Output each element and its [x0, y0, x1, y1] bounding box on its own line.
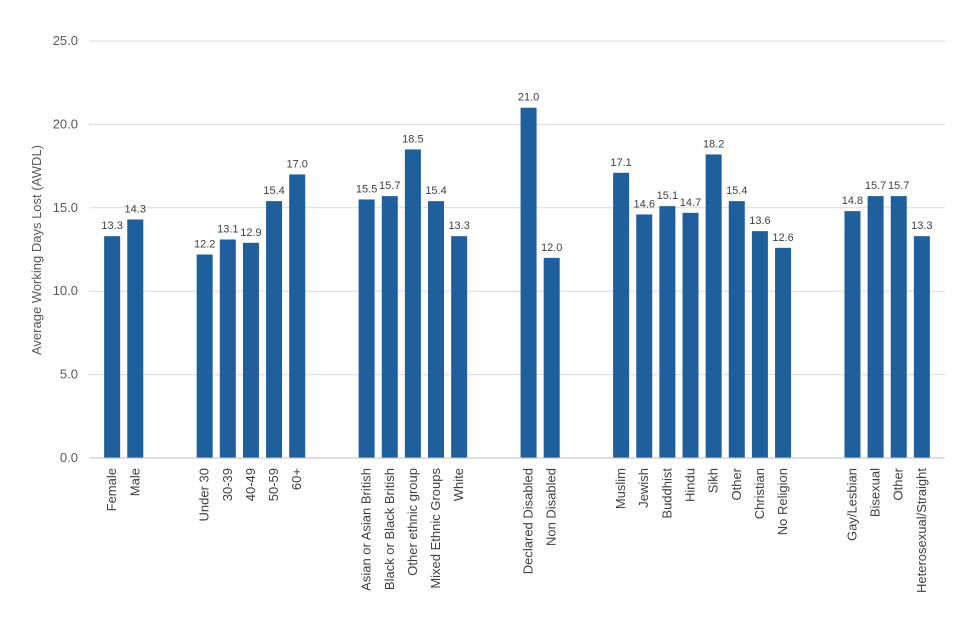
- bar: [404, 149, 421, 459]
- bar: [913, 236, 930, 458]
- category-label: Asian or Asian British: [359, 468, 374, 591]
- category-label: Mixed Ethnic Groups: [428, 468, 443, 589]
- category-label: White: [451, 468, 466, 501]
- bar: [728, 201, 745, 459]
- data-label: 18.5: [402, 133, 423, 145]
- category-label: Male: [127, 468, 142, 496]
- category-label: Christian: [752, 468, 767, 519]
- category-label: 40-49: [243, 468, 258, 501]
- data-label: 15.4: [263, 185, 284, 197]
- data-label: 12.9: [240, 227, 261, 239]
- bar: [636, 214, 653, 458]
- bar: [266, 201, 283, 459]
- y-tick-label: 10.0: [53, 283, 78, 298]
- y-tick-label: 0.0: [60, 450, 78, 465]
- bar: [242, 242, 259, 458]
- category-label: Non Disabled: [544, 468, 559, 546]
- category-label: Heterosexual/Straight: [914, 468, 929, 593]
- category-label: Bisexual: [868, 468, 883, 517]
- category-label: 50-59: [266, 468, 281, 501]
- data-label: 15.5: [356, 183, 377, 195]
- category-label: Other ethnic group: [405, 468, 420, 576]
- category-label: No Religion: [775, 468, 790, 535]
- bar: [219, 239, 236, 458]
- data-label: 21.0: [518, 92, 539, 104]
- bar: [196, 254, 213, 458]
- bar: [428, 201, 445, 459]
- data-label: 13.1: [217, 223, 238, 235]
- data-label: 15.4: [726, 185, 747, 197]
- bar: [289, 174, 306, 458]
- bar: [867, 196, 884, 458]
- data-label: 15.1: [657, 190, 678, 202]
- bar: [613, 172, 630, 458]
- category-label: Other: [891, 467, 906, 500]
- y-tick-label: 20.0: [53, 116, 78, 131]
- y-tick-label: 15.0: [53, 200, 78, 215]
- category-label: Jewish: [636, 468, 651, 508]
- category-label: 60+: [289, 468, 304, 490]
- data-label: 14.7: [680, 197, 701, 209]
- bar: [358, 199, 375, 458]
- category-label: Female: [104, 468, 119, 511]
- data-labels: 13.314.312.213.1 12.915.417.015.5 15.718.5…: [101, 92, 932, 254]
- y-axis-ticks: 0.0 5.0 10.0 15.0 20.0 25.0: [53, 33, 78, 465]
- bar: [520, 107, 537, 458]
- data-label: 15.7: [888, 180, 909, 192]
- data-label: 13.3: [911, 220, 932, 232]
- data-label: 17.1: [610, 157, 631, 169]
- category-label: Other: [729, 467, 744, 500]
- bar: [127, 219, 144, 458]
- bar: [751, 231, 768, 458]
- bar: [381, 196, 398, 458]
- data-label: 14.3: [125, 203, 146, 215]
- data-label: 12.6: [772, 232, 793, 244]
- category-label: Hindu: [683, 468, 698, 502]
- category-label: Black or Black British: [382, 468, 397, 590]
- bar: [543, 257, 560, 458]
- category-label: Sikh: [706, 468, 721, 493]
- bar: [659, 206, 676, 458]
- category-label: Declared Disabled: [521, 468, 536, 574]
- bar: [844, 211, 861, 458]
- data-label: 14.6: [634, 198, 655, 210]
- data-label: 15.4: [425, 185, 446, 197]
- category-label: Muslim: [613, 468, 628, 509]
- data-label: 12.0: [541, 242, 562, 254]
- bar: [682, 212, 699, 458]
- data-label: 12.2: [194, 239, 215, 251]
- category-label: Gay/Lesbian: [844, 468, 859, 541]
- category-label: Buddhist: [659, 468, 674, 519]
- data-label: 15.7: [379, 180, 400, 192]
- data-label: 14.8: [842, 195, 863, 207]
- category-labels: Female Male Under 30 30-39 40-49 50-59 60+ Asia…: [104, 467, 929, 593]
- bar: [104, 236, 121, 458]
- data-label: 13.6: [749, 215, 770, 227]
- y-tick-label: 25.0: [53, 33, 78, 48]
- y-tick-label: 5.0: [60, 367, 78, 382]
- y-axis-label: Average Working Days Lost (AWDL): [29, 145, 44, 355]
- data-label: 13.3: [101, 220, 122, 232]
- bars: [104, 107, 930, 459]
- data-label: 18.2: [703, 138, 724, 150]
- category-label: 30-39: [220, 468, 235, 501]
- data-label: 15.7: [865, 180, 886, 192]
- data-label: 17.0: [287, 158, 308, 170]
- bar: [451, 236, 468, 458]
- category-label: Under 30: [197, 468, 212, 521]
- bar: [705, 154, 722, 458]
- bar: [775, 247, 792, 458]
- bar: [890, 196, 907, 458]
- data-label: 13.3: [448, 220, 469, 232]
